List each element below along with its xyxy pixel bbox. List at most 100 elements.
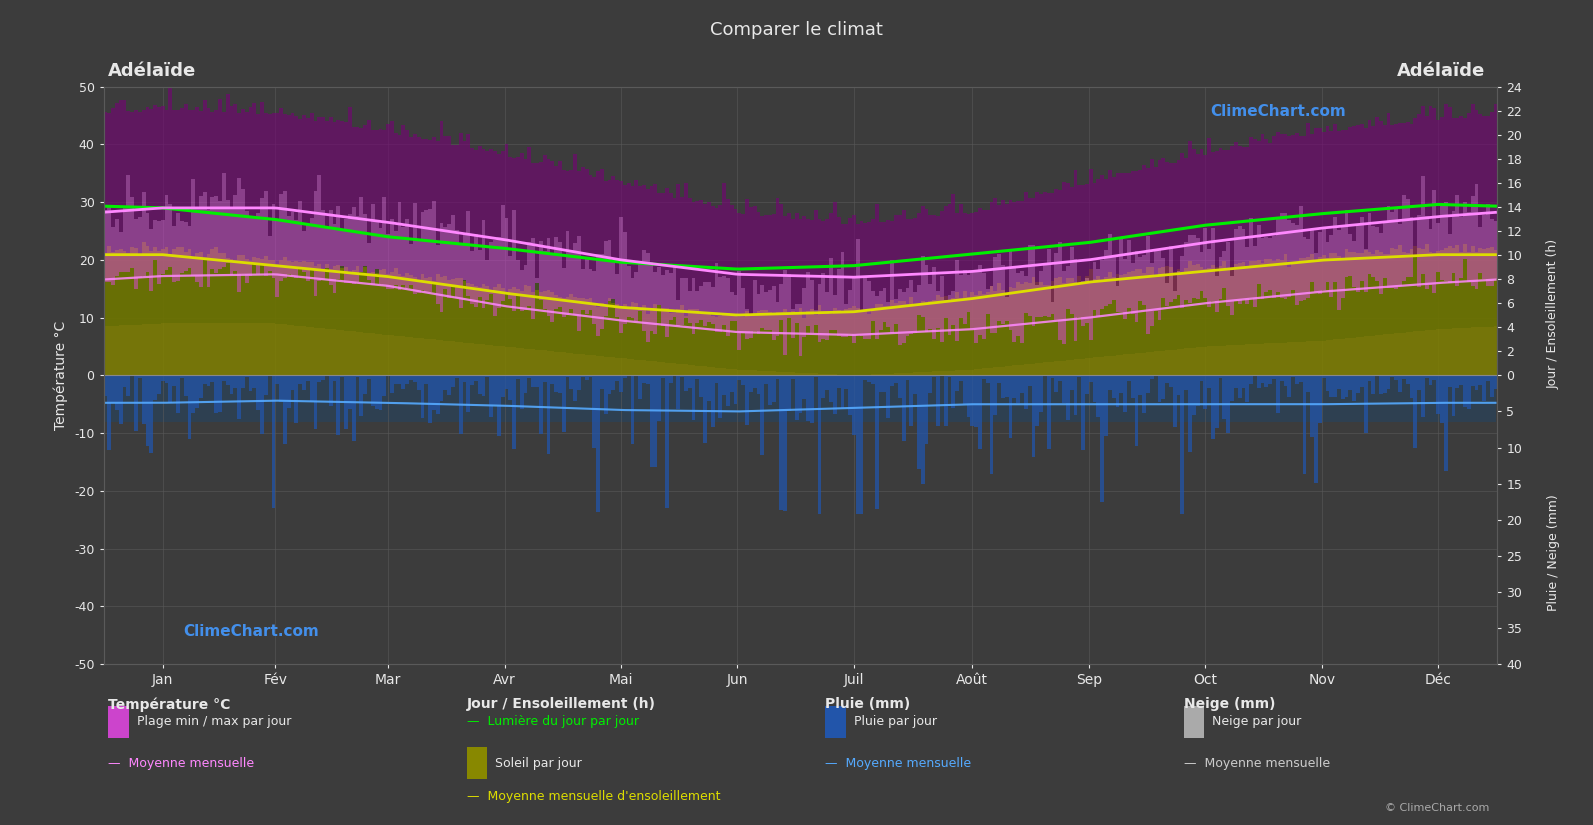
- Bar: [333, 293, 336, 329]
- Bar: [1391, 125, 1394, 212]
- Bar: [806, 375, 809, 421]
- Text: Comparer le climat: Comparer le climat: [710, 21, 883, 39]
- Bar: [413, 277, 417, 375]
- Bar: [1424, 375, 1429, 378]
- Bar: [1188, 141, 1192, 235]
- Bar: [795, 304, 798, 323]
- Bar: [924, 375, 929, 445]
- Bar: [245, 210, 249, 283]
- Bar: [773, 214, 776, 286]
- Bar: [593, 271, 596, 323]
- Bar: [986, 375, 989, 383]
- Text: Neige (mm): Neige (mm): [1184, 697, 1274, 711]
- Bar: [1227, 375, 1230, 433]
- Bar: [1448, 234, 1451, 283]
- Bar: [401, 375, 405, 389]
- Bar: [363, 125, 366, 214]
- Bar: [707, 375, 710, 401]
- Bar: [615, 181, 620, 274]
- Bar: [1115, 173, 1120, 285]
- Bar: [1421, 274, 1424, 331]
- Bar: [746, 199, 749, 309]
- Bar: [1005, 297, 1008, 322]
- Bar: [683, 183, 688, 278]
- Bar: [1150, 159, 1153, 263]
- Bar: [467, 134, 470, 211]
- Bar: [803, 318, 806, 375]
- Bar: [588, 175, 593, 269]
- Bar: [1249, 298, 1254, 344]
- Bar: [366, 120, 371, 243]
- Bar: [1284, 299, 1287, 342]
- Bar: [1265, 293, 1268, 343]
- Bar: [806, 327, 809, 373]
- Bar: [249, 276, 252, 323]
- Bar: [1200, 267, 1203, 375]
- Bar: [1051, 281, 1055, 375]
- Bar: [1074, 341, 1077, 360]
- Bar: [475, 375, 478, 381]
- Bar: [112, 375, 115, 403]
- Text: —  Moyenne mensuelle: — Moyenne mensuelle: [108, 757, 255, 770]
- Bar: [505, 292, 508, 346]
- Bar: [1383, 125, 1386, 224]
- Bar: [1169, 267, 1172, 375]
- Bar: [1478, 273, 1481, 328]
- Bar: [688, 291, 691, 323]
- Bar: [658, 305, 661, 375]
- Bar: [524, 285, 527, 375]
- Bar: [970, 375, 975, 426]
- Bar: [879, 304, 883, 375]
- Bar: [252, 264, 256, 323]
- Bar: [1344, 375, 1349, 397]
- Text: Neige par jour: Neige par jour: [1212, 715, 1301, 728]
- Bar: [1008, 250, 1013, 330]
- Bar: [1429, 106, 1432, 229]
- Bar: [822, 339, 825, 374]
- Bar: [462, 234, 467, 280]
- Bar: [1063, 283, 1066, 375]
- Bar: [658, 193, 661, 267]
- Bar: [550, 292, 554, 375]
- Bar: [413, 294, 417, 337]
- Bar: [757, 375, 760, 394]
- Bar: [451, 375, 456, 387]
- Bar: [809, 375, 814, 423]
- Text: Pluie par jour: Pluie par jour: [854, 715, 937, 728]
- Bar: [1284, 134, 1287, 213]
- Bar: [467, 375, 470, 412]
- Bar: [1298, 135, 1303, 206]
- Bar: [1421, 106, 1424, 176]
- Bar: [765, 375, 768, 384]
- Bar: [1164, 283, 1169, 306]
- Bar: [1126, 272, 1131, 375]
- Bar: [730, 375, 734, 392]
- Bar: [158, 375, 161, 394]
- Bar: [688, 375, 691, 388]
- Bar: [680, 304, 683, 375]
- Bar: [910, 334, 913, 373]
- Bar: [172, 248, 177, 375]
- Bar: [989, 332, 994, 368]
- Bar: [150, 290, 153, 324]
- Bar: [730, 291, 734, 322]
- Bar: [664, 337, 669, 363]
- Bar: [994, 333, 997, 367]
- Bar: [784, 309, 787, 375]
- Bar: [249, 107, 252, 216]
- Bar: [336, 265, 341, 375]
- Bar: [658, 305, 661, 362]
- Bar: [1386, 289, 1391, 334]
- Bar: [1421, 248, 1424, 375]
- Bar: [753, 206, 757, 280]
- Bar: [1177, 375, 1180, 395]
- Bar: [107, 113, 112, 205]
- Bar: [314, 295, 317, 328]
- Bar: [696, 323, 699, 365]
- Bar: [890, 375, 894, 386]
- Bar: [115, 250, 119, 375]
- Bar: [585, 169, 588, 257]
- Bar: [1101, 280, 1104, 375]
- Bar: [1489, 219, 1494, 286]
- Bar: [104, 253, 107, 375]
